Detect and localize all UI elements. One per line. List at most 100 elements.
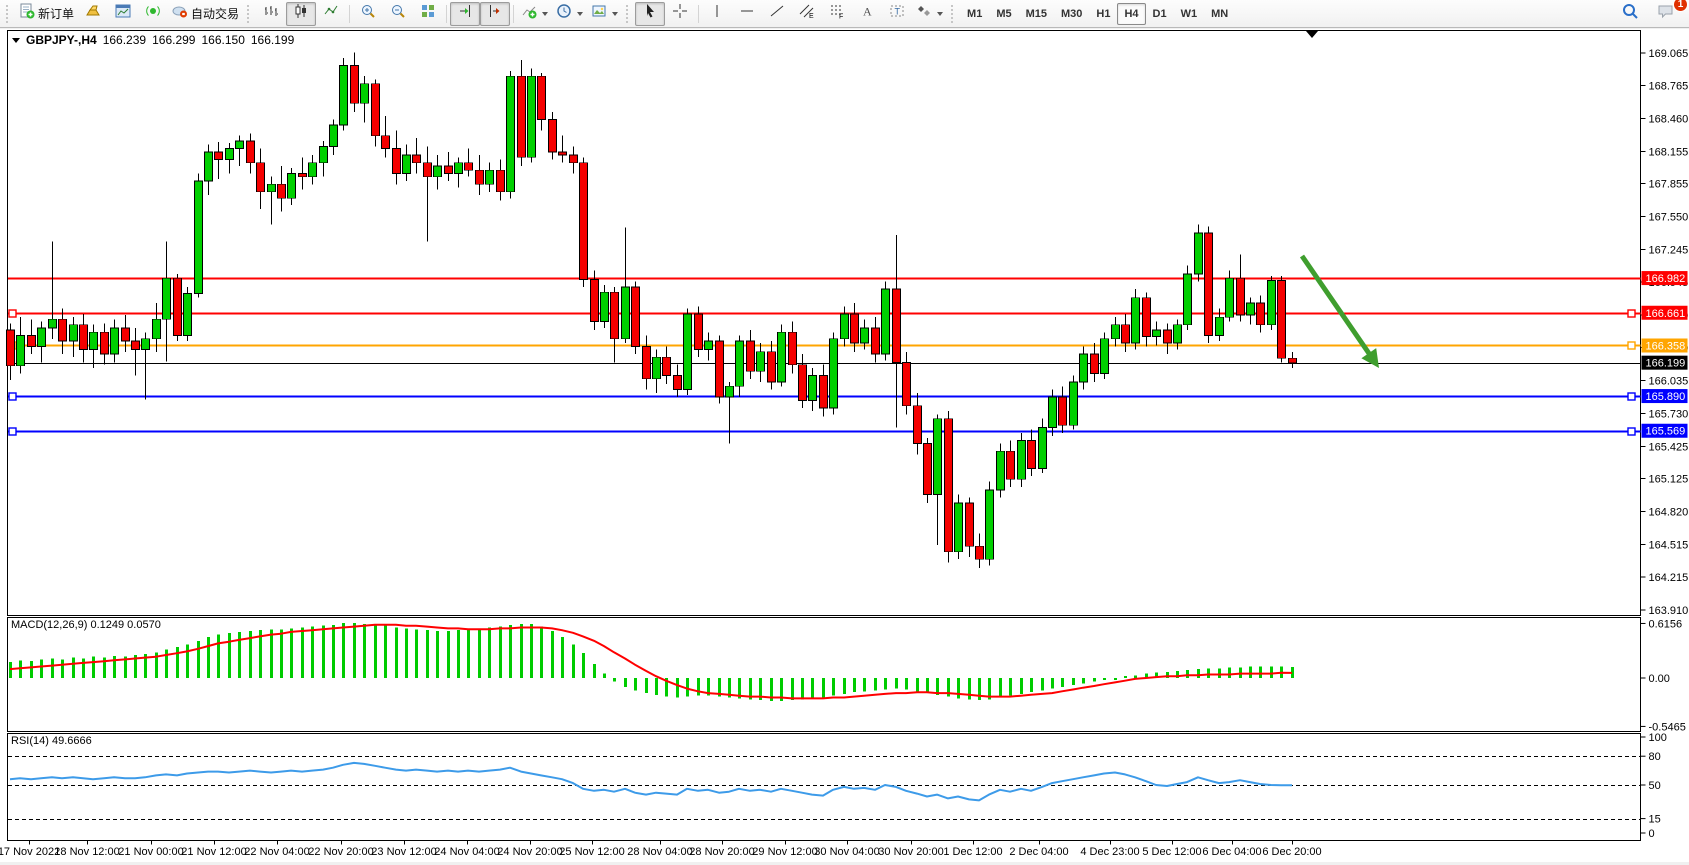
crosshair-button[interactable] [665,2,695,26]
timeframe-MN[interactable]: MN [1211,7,1229,20]
text-label-button[interactable]: T [882,2,912,26]
timeframe-M30[interactable]: M30 [1061,7,1083,20]
notification-badge: 1 [1673,0,1688,12]
toolbar-grip[interactable] [247,4,252,23]
new-order-label: 新订单 [38,7,75,21]
line-chart-button[interactable] [316,2,346,26]
timeframe-M1[interactable]: M1 [967,7,983,20]
rsi-pane[interactable] [7,733,1641,841]
symbol-dropdown-icon[interactable] [12,38,20,43]
toolbar-grip[interactable] [626,4,631,23]
svg-text:163.910: 163.910 [1649,605,1689,617]
vertical-line-button[interactable] [702,2,732,26]
hline-handle[interactable] [1627,309,1636,318]
charts-window-button[interactable] [108,2,138,26]
svg-text:165.125: 165.125 [1649,474,1689,486]
hline-handle[interactable] [8,427,17,436]
templates-button[interactable] [587,2,622,26]
ohlc-high: 166.299 [152,33,196,47]
candlestick-chart-button[interactable] [286,1,317,26]
timeframe-D1[interactable]: D1 [1152,7,1167,20]
hline-handle[interactable] [1627,341,1636,350]
chart-shift-icon [487,3,503,24]
fibonacci-button[interactable]: F [822,2,852,26]
svg-text:21 Nov 12:00: 21 Nov 12:00 [181,846,246,858]
candlestick-chart-icon [293,3,309,24]
trendline-button[interactable] [762,2,792,26]
zoom-out-button[interactable] [383,2,413,26]
tile-windows-button[interactable] [413,2,443,26]
periods-button[interactable] [552,2,587,26]
cursor-button[interactable] [635,1,666,26]
svg-text:0.6156: 0.6156 [1649,618,1683,630]
timeframe-H1[interactable]: H1 [1096,7,1111,20]
notifications-button[interactable]: 1 [1651,0,1688,26]
timeframe-M15[interactable]: M15 [1025,7,1047,20]
bar-chart-button[interactable] [256,2,286,26]
zoom-in-button[interactable] [353,2,383,26]
svg-text:165.890: 165.890 [1646,391,1686,403]
timeframe-M5[interactable]: M5 [996,7,1012,20]
new-order-icon [19,3,35,24]
equidistant-channel-icon: E [799,3,815,24]
svg-text:165.425: 165.425 [1649,441,1689,453]
hline-handle[interactable] [1627,392,1636,401]
svg-text:5 Dec 12:00: 5 Dec 12:00 [1142,846,1201,858]
svg-text:0: 0 [1649,828,1655,840]
hline-handle[interactable] [8,392,17,401]
fibonacci-icon: F [829,3,845,24]
chart-shift-button[interactable] [480,1,511,26]
equidistant-channel-button[interactable]: E [792,2,822,26]
add-indicator-icon [521,3,537,24]
svg-text:30 Nov 20:00: 30 Nov 20:00 [878,846,943,858]
macd-pane[interactable] [7,617,1641,732]
svg-text:164.215: 164.215 [1649,572,1689,584]
toolbar-separator [446,4,448,23]
gold-button[interactable] [78,2,108,26]
toolbar-separator [349,4,351,23]
ohlc-close: 166.199 [250,33,295,47]
bar-chart-icon [263,3,279,24]
main-pane[interactable] [7,30,1641,616]
signal-button[interactable] [138,2,168,26]
arrows-button[interactable] [912,2,947,26]
svg-text:E: E [809,13,814,19]
macd-indicator: 0.6156 0.00 -0.5465 MACD(12,26,9) 0.1249 0.… [9,618,1686,733]
rsi-indicator: 100 80 50 15 0 RSI(14) 49.6666 [8,732,1667,840]
svg-text:18 Nov 12:00: 18 Nov 12:00 [54,846,119,858]
trend-arrow[interactable] [1299,254,1379,368]
svg-text:166.982: 166.982 [1646,273,1686,285]
timeframe-H4[interactable]: H4 [1117,2,1146,25]
new-order-button[interactable]: 新订单 [15,2,78,26]
dropdown-arrow-icon [577,11,584,16]
svg-text:100: 100 [1649,732,1667,744]
auto-scroll-button[interactable] [450,1,481,26]
svg-text:22 Nov 04:00: 22 Nov 04:00 [244,846,309,858]
horizontal-line-button[interactable] [732,2,762,26]
svg-text:164.515: 164.515 [1649,540,1689,552]
toolbar-separator [513,4,515,23]
autotrade-button[interactable]: 自动交易 [168,2,243,26]
svg-text:F: F [839,14,843,20]
svg-text:30 Nov 04:00: 30 Nov 04:00 [814,846,879,858]
hline-handle[interactable] [1627,427,1636,436]
search-button[interactable] [1615,2,1645,26]
price-tags: 166.982 166.661 166.358 166.199 165.890 165.5… [1641,271,1688,438]
horizontal-line-icon [739,3,755,24]
svg-text:80: 80 [1649,751,1661,763]
hline-handle[interactable] [8,309,17,318]
timeframe-W1[interactable]: W1 [1180,7,1198,20]
templates-icon [591,3,607,24]
toolbar-grip[interactable] [6,4,11,23]
toolbar-grip[interactable] [951,4,956,23]
svg-text:166.035: 166.035 [1649,375,1689,387]
trendline-icon [769,3,785,24]
shift-marker-icon[interactable] [1306,31,1318,38]
svg-text:17 Nov 2022: 17 Nov 2022 [0,846,60,858]
text-button[interactable]: A [852,2,882,26]
add-indicator-button[interactable] [517,2,552,26]
autotrade-icon [172,3,188,24]
